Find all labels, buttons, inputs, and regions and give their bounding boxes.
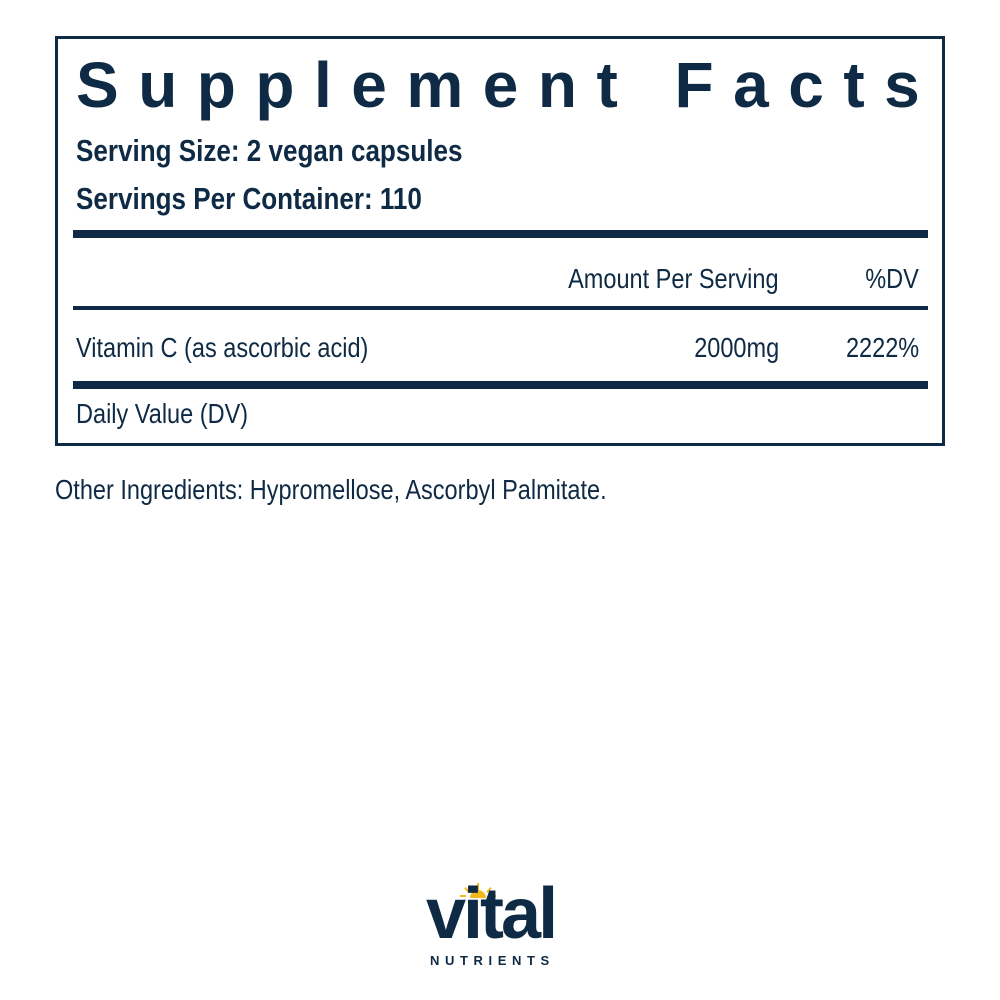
supplement-facts-panel: Supplement Facts Serving Size: 2 vegan c… xyxy=(55,36,945,446)
logo-word: vital xyxy=(426,874,558,954)
thin-divider xyxy=(73,306,928,310)
thick-divider xyxy=(73,381,928,389)
footnote: Daily Value (DV) xyxy=(76,398,249,429)
logo-sub: NUTRIENTS xyxy=(430,953,555,968)
servings-per-container: Servings Per Container: 110 xyxy=(76,181,422,216)
amount-header: Amount Per Serving xyxy=(568,263,779,294)
dv-header: %DV xyxy=(865,263,919,294)
thick-divider xyxy=(73,230,928,238)
sun-icon xyxy=(460,883,496,898)
nutrient-dv: 2222% xyxy=(845,332,919,363)
other-ingredients: Other Ingredients: Hypromellose, Ascorby… xyxy=(55,474,607,505)
serving-size: Serving Size: 2 vegan capsules xyxy=(76,133,463,168)
vital-nutrients-logo: vital NUTRIENTS xyxy=(426,878,582,974)
nutrient-name: Vitamin C (as ascorbic acid) xyxy=(76,332,369,363)
panel-title: Supplement Facts xyxy=(76,49,940,121)
nutrient-amount: 2000mg xyxy=(694,332,779,363)
